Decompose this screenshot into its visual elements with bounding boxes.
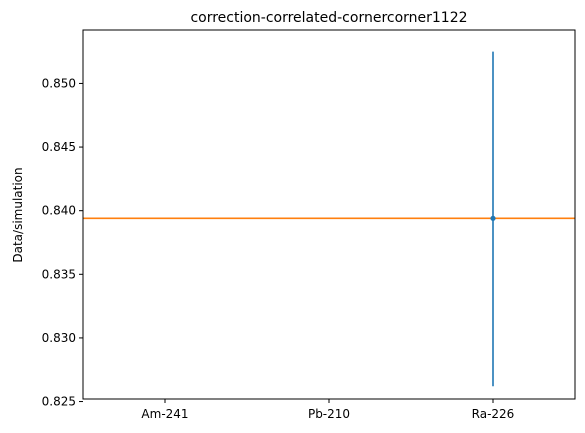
- x-tick-label: Ra-226: [472, 407, 515, 421]
- y-axis-label: Data/simulation: [11, 167, 25, 262]
- plot-area: 0.825 0.830 0.835 0.840 0.845 0.850 Am-241 Pb-2…: [42, 29, 576, 421]
- data-point: [490, 215, 496, 221]
- x-tick-label: Am-241: [141, 407, 188, 421]
- axes-frame: [82, 29, 576, 400]
- y-tick-label: 0.825: [42, 395, 76, 409]
- y-tick-label: 0.845: [42, 140, 76, 154]
- y-tick-label: 0.835: [42, 267, 76, 281]
- chart-title: correction-correlated-cornercorner1122: [190, 10, 467, 26]
- y-tick-label: 0.830: [42, 331, 76, 345]
- y-tick-label: 0.850: [42, 76, 76, 90]
- x-tick-label: Pb-210: [308, 407, 350, 421]
- y-tick-label: 0.840: [42, 204, 76, 218]
